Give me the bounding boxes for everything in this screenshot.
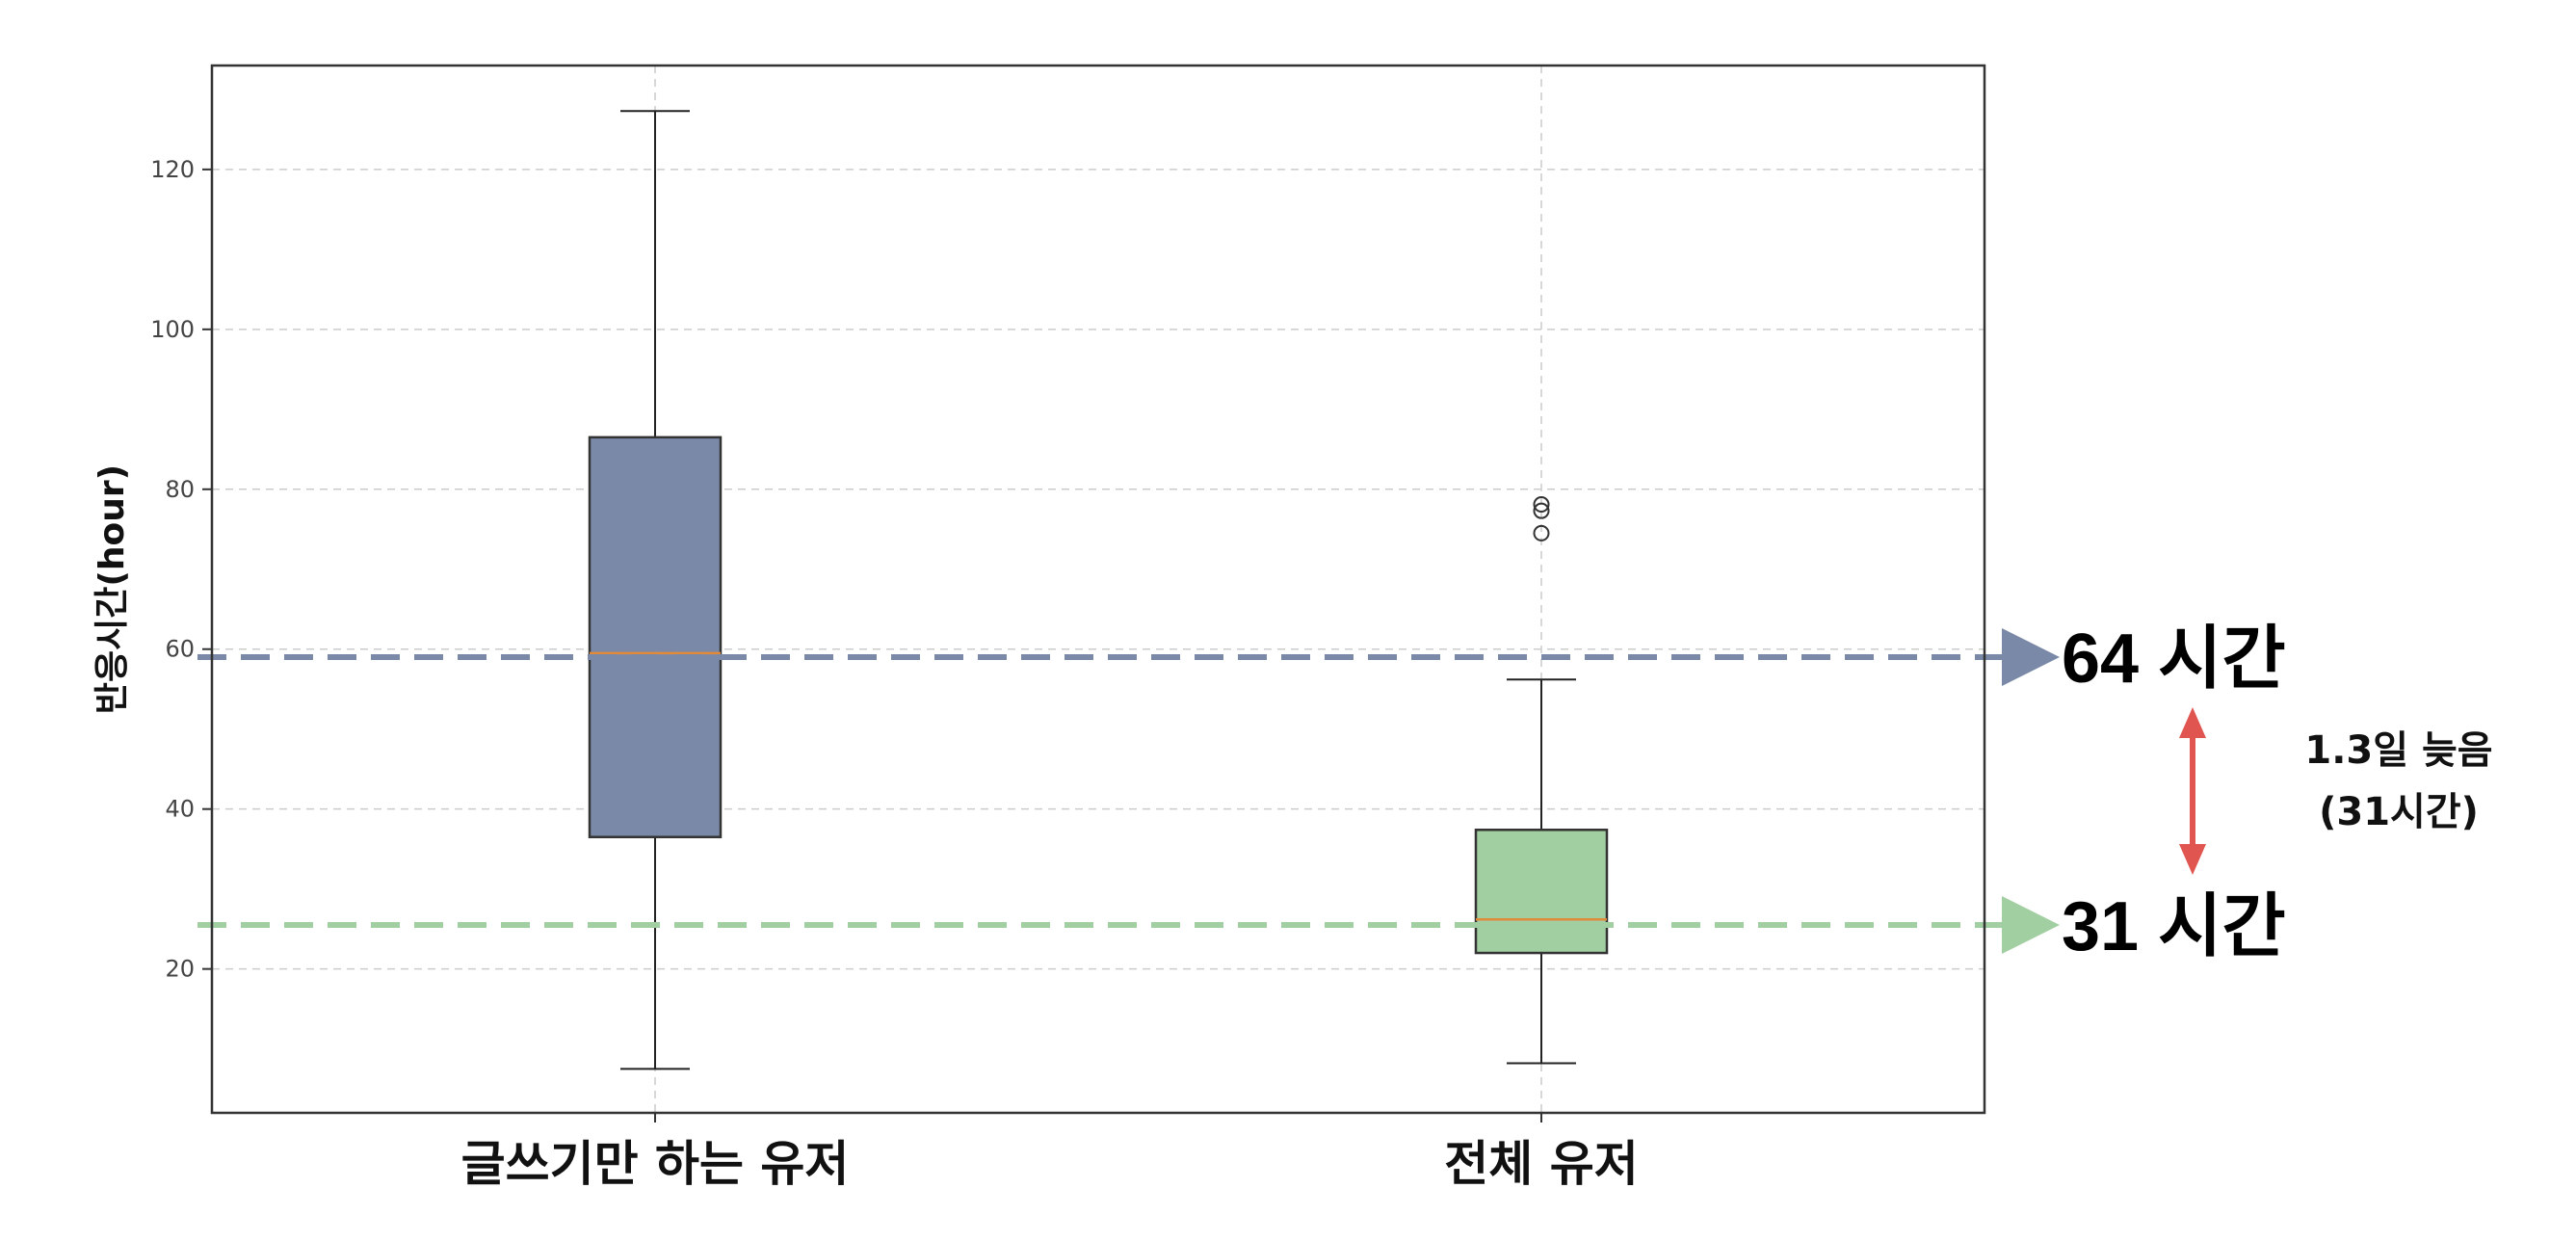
box-2 — [1474, 496, 1609, 1065]
outlier-point — [1533, 502, 1550, 519]
box-1 — [588, 110, 723, 1070]
y-axis: 20 40 60 80 100 120 — [150, 156, 212, 983]
reference-label-1: 64 시간 — [2062, 620, 2286, 698]
iqr-box — [1474, 829, 1609, 955]
outlier-point — [1533, 496, 1550, 514]
y-tick-label: 60 — [165, 636, 195, 663]
y-tick-label: 20 — [165, 956, 195, 983]
y-tick-label: 40 — [165, 796, 195, 823]
annotation-line-1: 1.3일 늦음 — [2304, 728, 2492, 773]
outlier-point — [1533, 524, 1550, 541]
grid-lines — [212, 66, 1985, 1113]
iqr-box — [588, 436, 723, 838]
y-axis-label: 반응시간(hour) — [92, 464, 132, 714]
reference-label-2: 31 시간 — [2062, 888, 2286, 965]
x-tick-label: 전체 유저 — [1444, 1136, 1638, 1192]
box-layer — [588, 110, 1609, 1070]
arrow-head-up — [2179, 707, 2206, 739]
x-axis: 글쓰기만 하는 유저 전체 유저 — [461, 1113, 1639, 1192]
plot-frame — [210, 64, 1986, 1115]
y-tick-label: 120 — [150, 156, 195, 183]
y-tick-label: 80 — [165, 476, 195, 503]
reference-labels: 64 시간 31 시간 — [2062, 620, 2286, 965]
difference-annotation: 1.3일 늦음 (31시간) — [2179, 707, 2493, 876]
reference-lines — [197, 628, 2060, 955]
annotation-line-2: (31시간) — [2319, 790, 2479, 834]
y-tick-label: 100 — [150, 316, 195, 343]
arrow-head-down — [2179, 844, 2206, 876]
x-tick-label: 글쓰기만 하는 유저 — [461, 1136, 850, 1192]
